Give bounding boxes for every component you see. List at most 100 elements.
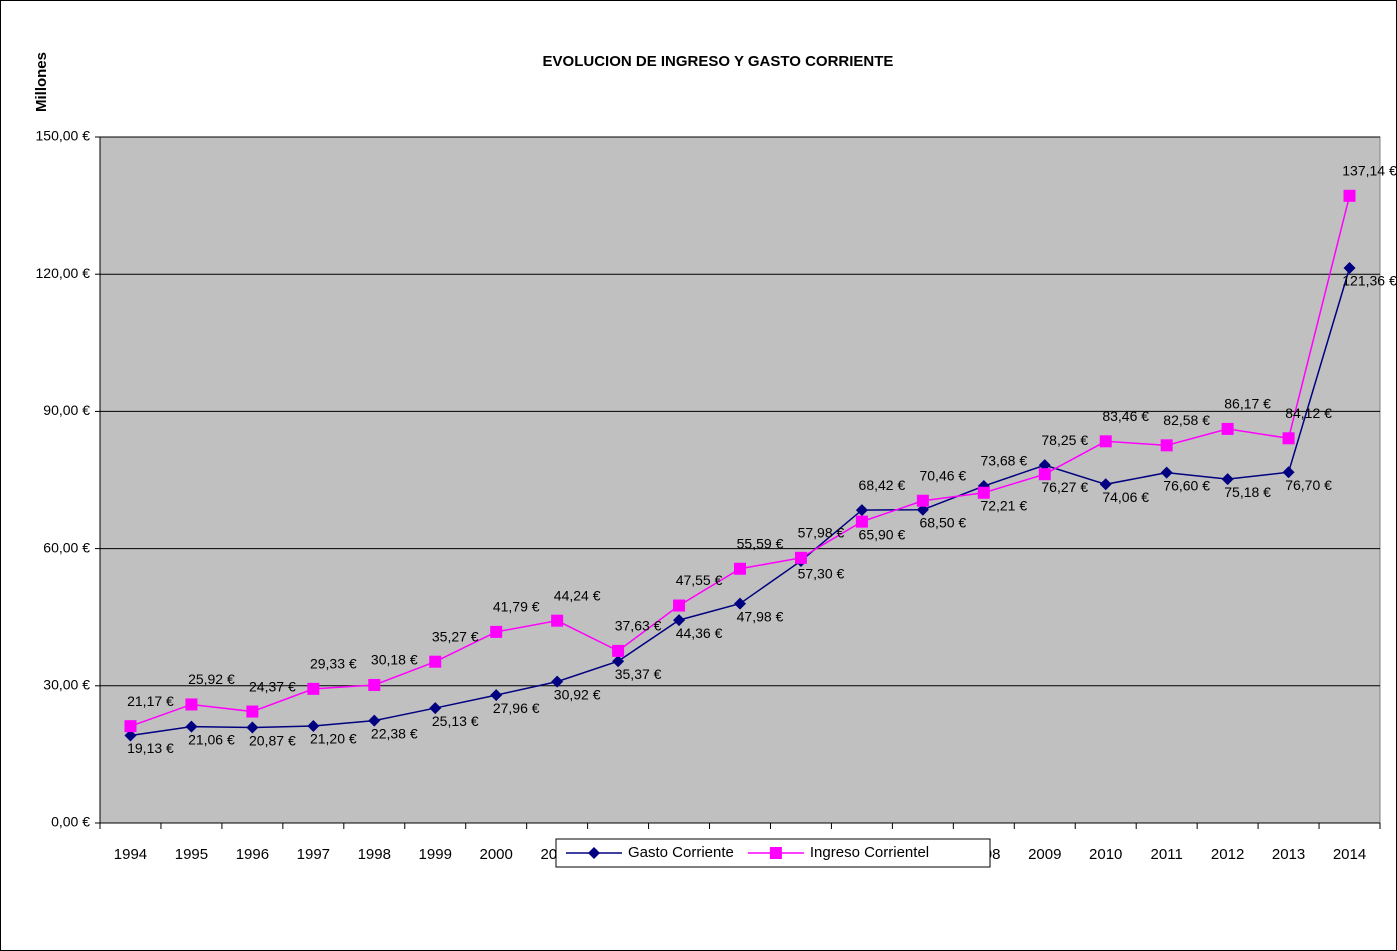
marker bbox=[307, 720, 320, 733]
y-tick-label: 150,00 € bbox=[36, 128, 91, 144]
data-label: 21,20 € bbox=[310, 731, 357, 747]
data-label: 27,96 € bbox=[493, 700, 540, 716]
data-label: 47,98 € bbox=[737, 608, 784, 624]
data-label: 30,92 € bbox=[554, 686, 601, 702]
marker bbox=[429, 702, 442, 715]
marker bbox=[1221, 473, 1234, 486]
marker bbox=[734, 597, 746, 610]
data-label: 21,17 € bbox=[127, 693, 174, 709]
marker bbox=[551, 614, 564, 627]
marker bbox=[673, 614, 686, 627]
data-label: 72,21 € bbox=[980, 497, 1027, 513]
marker bbox=[1282, 432, 1295, 445]
marker bbox=[612, 655, 625, 668]
marker bbox=[185, 720, 198, 733]
marker bbox=[1343, 261, 1356, 274]
data-label: 41,79 € bbox=[493, 599, 540, 615]
data-label: 76,60 € bbox=[1163, 477, 1210, 493]
chart-title: EVOLUCION DE INGRESO Y GASTO CORRIENTE bbox=[543, 53, 894, 70]
x-tick-label: 2014 bbox=[1333, 846, 1366, 863]
marker bbox=[1038, 459, 1051, 472]
x-tick-label: 2013 bbox=[1272, 846, 1305, 863]
marker bbox=[1282, 466, 1295, 479]
data-label: 70,46 € bbox=[919, 467, 966, 483]
marker bbox=[855, 504, 868, 517]
data-label: 137,14 € bbox=[1342, 163, 1397, 179]
x-tick-label: 1999 bbox=[419, 846, 452, 863]
data-label: 84,12 € bbox=[1285, 405, 1332, 421]
data-label: 37,63 € bbox=[615, 618, 662, 634]
data-label: 76,70 € bbox=[1285, 477, 1332, 493]
data-label: 86,17 € bbox=[1224, 396, 1271, 412]
data-label: 74,06 € bbox=[1102, 489, 1149, 505]
legend-marker bbox=[769, 847, 782, 859]
marker bbox=[1099, 478, 1112, 491]
marker bbox=[368, 714, 381, 727]
marker bbox=[1038, 468, 1051, 481]
legend-label: Gasto Corriente bbox=[628, 844, 734, 861]
marker bbox=[368, 678, 381, 691]
x-tick-label: 1997 bbox=[297, 846, 330, 863]
data-label: 35,27 € bbox=[432, 628, 479, 644]
marker bbox=[185, 698, 198, 711]
marker bbox=[734, 562, 746, 575]
data-label: 57,98 € bbox=[798, 525, 845, 541]
data-label: 19,13 € bbox=[127, 740, 174, 756]
x-tick-label: 1996 bbox=[236, 846, 269, 863]
data-label: 35,37 € bbox=[615, 666, 662, 682]
marker bbox=[246, 721, 259, 734]
marker bbox=[124, 729, 137, 742]
y-tick-label: 120,00 € bbox=[36, 265, 91, 281]
data-label: 65,90 € bbox=[859, 526, 906, 542]
x-tick-label: 2009 bbox=[1028, 846, 1061, 863]
data-label: 82,58 € bbox=[1163, 412, 1210, 428]
legend-label: Ingreso Corrientel bbox=[810, 844, 929, 861]
marker bbox=[977, 486, 990, 499]
data-label: 68,42 € bbox=[859, 477, 906, 493]
marker bbox=[612, 644, 625, 657]
marker bbox=[673, 599, 686, 612]
marker bbox=[1160, 466, 1173, 479]
marker bbox=[307, 682, 320, 695]
marker bbox=[429, 655, 442, 668]
data-label: 30,18 € bbox=[371, 652, 418, 668]
data-label: 25,13 € bbox=[432, 713, 479, 729]
data-label: 78,25 € bbox=[1041, 432, 1088, 448]
x-tick-label: 1998 bbox=[358, 846, 391, 863]
x-tick-label: 1995 bbox=[175, 846, 208, 863]
marker bbox=[1099, 435, 1112, 448]
data-label: 21,06 € bbox=[188, 731, 235, 747]
legend-marker bbox=[588, 847, 600, 859]
marker bbox=[1160, 439, 1173, 452]
x-tick-label: 2012 bbox=[1211, 846, 1244, 863]
x-tick-label: 1994 bbox=[114, 846, 147, 863]
y-tick-label: 0,00 € bbox=[51, 814, 90, 830]
data-label: 68,50 € bbox=[919, 514, 966, 530]
marker bbox=[794, 551, 807, 564]
plot-area bbox=[99, 136, 1381, 824]
marker bbox=[490, 689, 503, 702]
marker bbox=[1221, 422, 1234, 435]
data-label: 55,59 € bbox=[737, 535, 784, 551]
x-tick-label: 2010 bbox=[1089, 846, 1122, 863]
data-label: 83,46 € bbox=[1102, 408, 1149, 424]
marker bbox=[551, 675, 564, 688]
data-label: 44,24 € bbox=[554, 587, 601, 603]
y-axis-label: Millones bbox=[33, 52, 50, 112]
data-label: 20,87 € bbox=[249, 732, 296, 748]
data-label: 75,18 € bbox=[1224, 484, 1271, 500]
data-label: 25,92 € bbox=[188, 671, 235, 687]
data-label: 22,38 € bbox=[371, 725, 418, 741]
data-label: 44,36 € bbox=[676, 625, 723, 641]
x-tick-label: 2000 bbox=[480, 846, 513, 863]
y-tick-label: 30,00 € bbox=[43, 677, 90, 693]
marker bbox=[1343, 189, 1356, 202]
data-label: 29,33 € bbox=[310, 656, 357, 672]
y-tick-label: 60,00 € bbox=[43, 539, 90, 555]
data-label: 73,68 € bbox=[980, 453, 1027, 469]
marker bbox=[855, 515, 868, 528]
marker bbox=[490, 625, 503, 638]
x-tick-label: 2011 bbox=[1151, 846, 1183, 863]
data-label: 24,37 € bbox=[249, 678, 296, 694]
